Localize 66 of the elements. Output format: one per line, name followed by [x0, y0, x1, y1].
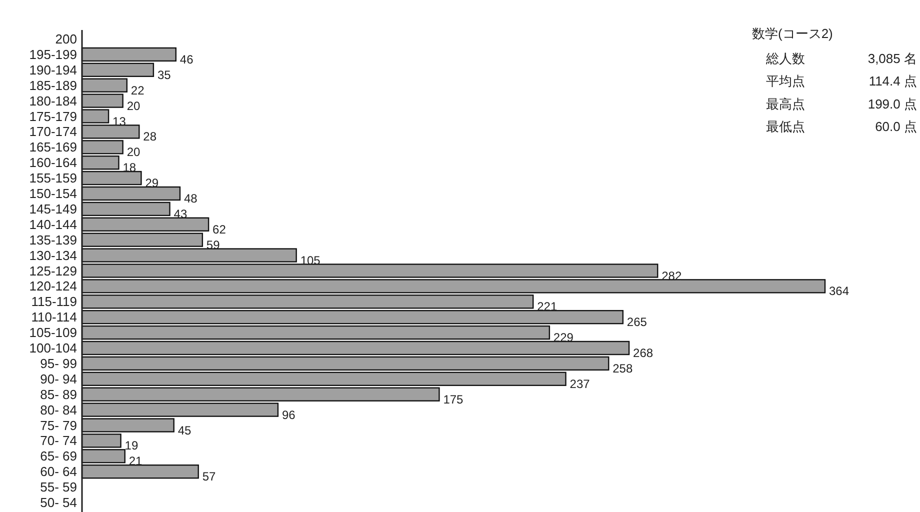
data-label: 22	[130, 83, 145, 98]
y-tick-label: 50- 54	[40, 495, 77, 510]
y-tick-label: 70- 74	[40, 433, 77, 448]
y-tick-label: 125-129	[29, 263, 77, 278]
y-tick-label: 65- 69	[40, 448, 77, 464]
annotation: 最高点	[766, 96, 805, 112]
data-label: 35	[157, 68, 172, 82]
data-label: 62	[212, 222, 226, 236]
text: 199.0 点	[868, 96, 917, 112]
y-tick-label: 200	[55, 32, 77, 46]
data-label: 48	[184, 192, 198, 206]
data-label: 28	[143, 130, 157, 144]
y-tick-label: 160-164	[29, 155, 77, 170]
data-label: 20	[126, 145, 140, 160]
y-tick-label: 190-194	[29, 62, 77, 78]
y-tick-label: 105-109	[29, 325, 77, 340]
text: 114.4 点	[868, 74, 917, 89]
y-tick-label: 130-134	[29, 248, 77, 263]
data-label: 13	[112, 114, 126, 128]
y-tick-label: 155-159	[29, 170, 77, 186]
annotation: 最低点	[766, 119, 805, 134]
chart-title: 数学(コース2)	[752, 26, 833, 41]
data-label: 258	[612, 361, 633, 376]
y-tick-label: 115-119	[31, 294, 77, 310]
y-tick-label: 95- 99	[40, 356, 77, 371]
data-label: 364	[829, 284, 850, 298]
data-label: 21	[128, 454, 143, 468]
data-label: 57	[202, 470, 216, 484]
data-label: 18	[122, 160, 136, 175]
y-tick-label: 80- 84	[40, 402, 77, 418]
y-tick-label: 135-139	[29, 232, 77, 248]
y-tick-label: 170-174	[29, 124, 77, 140]
data-label: 237	[570, 376, 590, 391]
data-label: 229	[553, 330, 574, 345]
y-tick-label: 145-149	[29, 201, 77, 216]
data-label: 96	[282, 408, 296, 422]
y-tick-label: 55- 59	[40, 480, 77, 495]
data-label: 268	[633, 346, 654, 360]
data-label: 20	[126, 98, 140, 113]
annotation: 平均点	[766, 74, 805, 89]
y-tick-label: 180-184	[29, 93, 77, 108]
data-label: 45	[178, 423, 192, 438]
data-label: 43	[174, 206, 188, 221]
y-tick-label: 60- 64	[40, 464, 77, 480]
text: 60.0 点	[875, 119, 917, 134]
data-label: 29	[145, 176, 159, 190]
data-label: 175	[443, 392, 464, 406]
y-tick-label: 195-199	[29, 46, 77, 62]
data-label: 221	[537, 300, 558, 314]
y-tick-label: 90- 94	[40, 371, 77, 386]
y-tick-label: 100-104	[29, 340, 77, 356]
y-tick-label: 150-154	[29, 186, 77, 201]
y-tick-label: 75- 79	[40, 418, 77, 433]
y-tick-label: 120-124	[29, 278, 77, 294]
y-tick-label: 85- 89	[40, 386, 77, 402]
y-tick-label: 185-189	[29, 78, 77, 93]
annotation: 総人数	[765, 51, 805, 66]
y-tick-label: 165-169	[29, 140, 77, 155]
text: 3,085 名	[868, 51, 917, 66]
y-tick-label: 140-144	[29, 216, 77, 232]
data-label: 265	[626, 315, 648, 330]
y-tick-label: 175-179	[29, 108, 77, 124]
data-label: 46	[180, 52, 194, 66]
y-tick-label: 110-114	[31, 310, 77, 325]
data-label: 282	[662, 268, 682, 283]
data-label: 19	[124, 438, 138, 453]
